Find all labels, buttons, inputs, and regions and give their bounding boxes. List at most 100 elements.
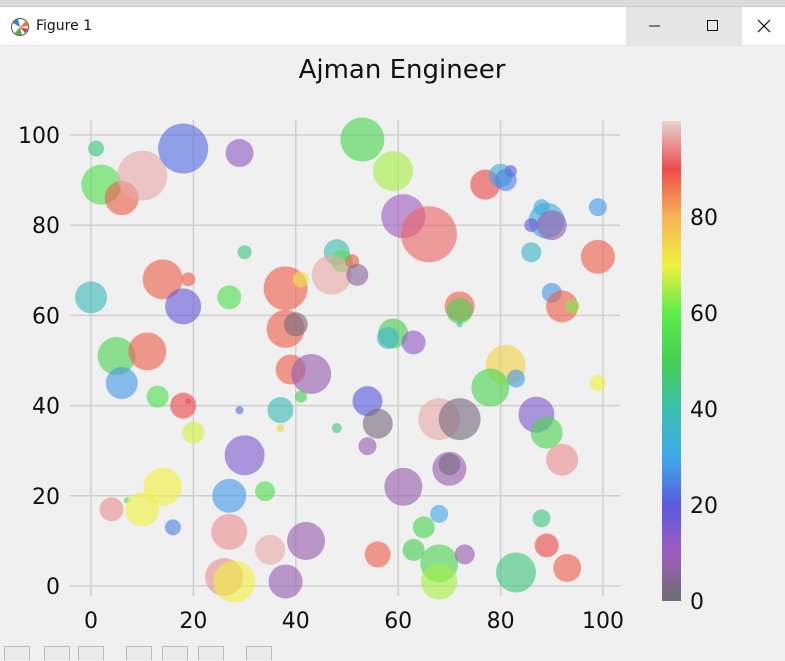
scatter-point xyxy=(536,210,567,241)
minimize-button[interactable] xyxy=(626,7,684,45)
scatter-point xyxy=(412,516,435,539)
scatter-point xyxy=(446,297,473,324)
desktop-strip xyxy=(0,0,785,8)
scatter-point xyxy=(283,312,308,337)
y-tick-label: 60 xyxy=(32,304,60,329)
save-button[interactable] xyxy=(246,646,272,660)
close-icon xyxy=(757,19,770,33)
minimize-icon xyxy=(649,25,660,27)
scatter-point xyxy=(105,367,138,400)
forward-button[interactable] xyxy=(78,646,104,660)
scatter-point xyxy=(294,390,307,403)
scatter-point xyxy=(331,423,342,434)
scatter-point xyxy=(495,552,536,593)
colorbar-tick-label: 80 xyxy=(690,206,718,231)
maximize-button[interactable] xyxy=(684,7,742,45)
scatter-point xyxy=(438,398,481,441)
scatter-point xyxy=(580,239,615,274)
colorbar-tick-label: 40 xyxy=(690,398,718,423)
close-button[interactable] xyxy=(742,7,785,45)
scatter-point xyxy=(471,368,510,407)
scatter-point xyxy=(384,467,423,506)
scatter-point xyxy=(211,513,248,550)
scatter-point xyxy=(456,321,463,328)
scatter-point xyxy=(589,375,606,392)
scatter-point xyxy=(524,218,539,233)
scatter-point xyxy=(376,326,399,349)
scatter-point xyxy=(276,424,285,433)
scatter-point xyxy=(170,392,197,419)
scatter-point xyxy=(117,150,168,201)
scatter-point xyxy=(225,139,254,168)
scatter-point xyxy=(255,481,276,502)
maximize-icon xyxy=(707,20,718,31)
scatter-point xyxy=(88,140,105,157)
scatter-point xyxy=(182,421,205,444)
scatter-point xyxy=(358,437,377,456)
scatter-point xyxy=(181,272,196,287)
scatter-point xyxy=(438,453,461,476)
y-tick-label: 20 xyxy=(32,485,60,510)
scatter-point xyxy=(158,123,209,174)
scatter-point xyxy=(534,533,559,558)
colorbar-tick-label: 0 xyxy=(690,590,704,615)
scatter-point xyxy=(217,285,242,310)
x-tick-label: 100 xyxy=(582,609,624,634)
scatter-point xyxy=(164,519,181,536)
scatter-point xyxy=(565,299,580,314)
x-tick-label: 0 xyxy=(84,609,98,634)
scatter-point xyxy=(352,386,383,417)
colorbar-tick-label: 60 xyxy=(690,302,718,327)
home-button[interactable] xyxy=(4,646,30,660)
back-button[interactable] xyxy=(44,646,70,660)
scatter-point xyxy=(546,290,579,323)
zoom-button[interactable] xyxy=(162,646,188,660)
scatter-point xyxy=(454,544,475,565)
scatter-point xyxy=(291,354,332,395)
scatter-point xyxy=(255,534,286,565)
scatter-point xyxy=(532,509,551,528)
scatter-point xyxy=(212,478,247,513)
scatter-point xyxy=(224,435,265,476)
window-title: Figure 1 xyxy=(36,18,93,34)
navigation-toolbar xyxy=(0,646,785,660)
colorbar-scale xyxy=(662,121,681,601)
scatter-point xyxy=(546,443,579,476)
scatter-point xyxy=(97,336,136,375)
scatter-point xyxy=(213,560,256,603)
x-tick-label: 60 xyxy=(384,609,412,634)
scatter-point xyxy=(75,281,107,314)
scatter-point xyxy=(373,151,414,192)
scatter-point xyxy=(185,398,192,405)
scatter-point xyxy=(143,467,182,506)
x-tick-label: 80 xyxy=(487,609,515,634)
scatter-point xyxy=(400,206,457,263)
scatter-point xyxy=(588,198,607,217)
scatter-point xyxy=(99,497,124,522)
scatter-point xyxy=(268,564,303,599)
scatter-point xyxy=(142,259,183,300)
scatter-point xyxy=(362,408,393,439)
matplotlib-logo-icon xyxy=(10,17,30,37)
chart-title: Ajman Engineer xyxy=(299,55,506,85)
colorbar-tick-label: 20 xyxy=(690,494,718,519)
scatter-point xyxy=(340,117,385,162)
x-tick-label: 40 xyxy=(282,609,310,634)
scatter-point xyxy=(421,563,458,600)
scatter-point xyxy=(267,397,294,424)
scatter-point xyxy=(165,288,202,325)
scatter-point xyxy=(401,330,426,355)
y-tick-label: 40 xyxy=(32,395,60,420)
scatter-point xyxy=(146,385,169,408)
y-tick-label: 80 xyxy=(32,214,60,239)
scatter-point xyxy=(364,541,391,568)
y-tick-label: 0 xyxy=(46,575,60,600)
scatter-point xyxy=(311,254,352,295)
scatter-point xyxy=(235,406,244,415)
scatter-point xyxy=(494,169,517,192)
configure-button[interactable] xyxy=(198,646,224,660)
scatter-point xyxy=(430,504,449,523)
pan-button[interactable] xyxy=(126,646,152,660)
y-tick-label: 100 xyxy=(18,124,60,149)
